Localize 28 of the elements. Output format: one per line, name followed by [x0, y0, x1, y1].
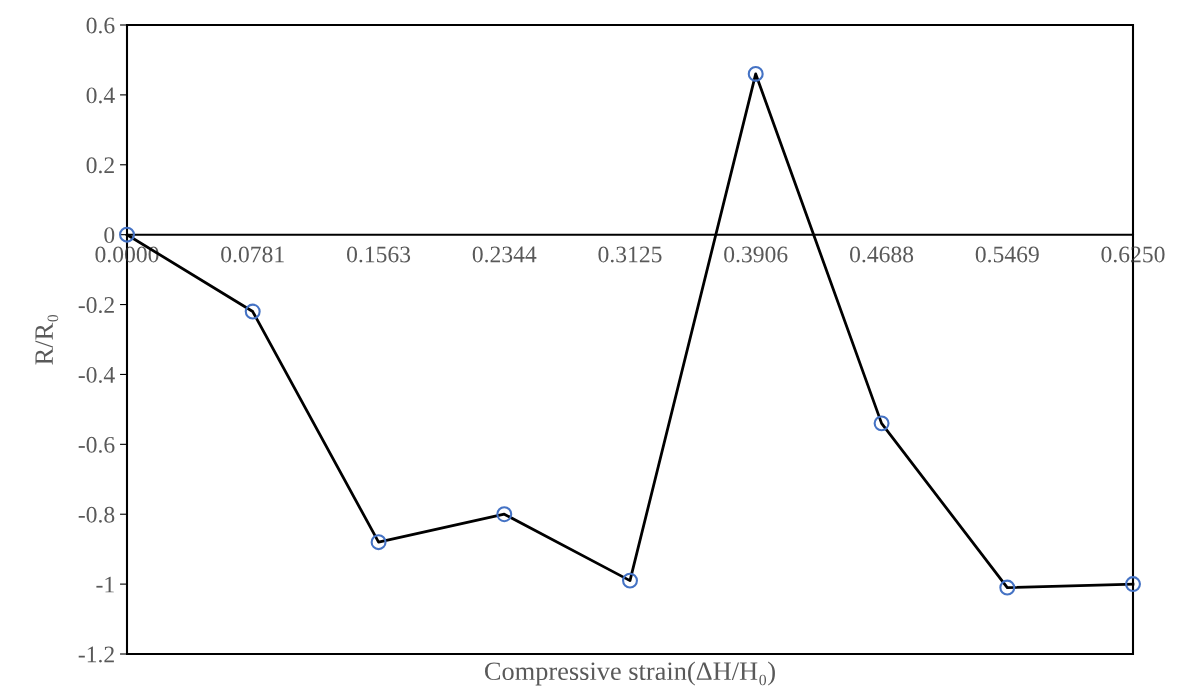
- point: [496, 506, 513, 523]
- point: [370, 534, 387, 551]
- y-axis-title: R/R₀: [35, 314, 59, 365]
- y-tick-label: 0.4: [86, 87, 115, 104]
- x-tick-label: 0.2344: [472, 246, 537, 263]
- y-tick-label: 0.6: [86, 17, 115, 34]
- point: [119, 226, 135, 243]
- point: [622, 572, 638, 589]
- y-tick-label: -0.6: [78, 436, 115, 453]
- x-axis-title: Compressive strain(ΔH/H₀): [484, 661, 775, 686]
- y-tick-label: 0: [104, 227, 115, 244]
- x-tick-label: 0.3906: [724, 246, 788, 263]
- point: [873, 415, 890, 432]
- x-tick-label: 0.0781: [221, 246, 284, 263]
- point: [244, 303, 261, 320]
- x-tick-label: 0.5469: [975, 246, 1039, 263]
- y-tick-label: -0.4: [78, 366, 115, 383]
- y-tick-label: -0.2: [78, 297, 114, 314]
- point: [999, 579, 1016, 596]
- x-tick-label: 0.1563: [347, 246, 411, 263]
- point: [1125, 576, 1141, 593]
- x-tick-label: 0.3125: [598, 246, 662, 263]
- x-tick-label: 0.4688: [850, 246, 914, 263]
- y-tick-label: -1: [96, 576, 114, 593]
- y-tick-label: -0.8: [78, 506, 115, 523]
- y-tick-label: 0.2: [86, 157, 114, 174]
- y-tick-label: -1.2: [78, 646, 114, 663]
- point: [747, 65, 764, 82]
